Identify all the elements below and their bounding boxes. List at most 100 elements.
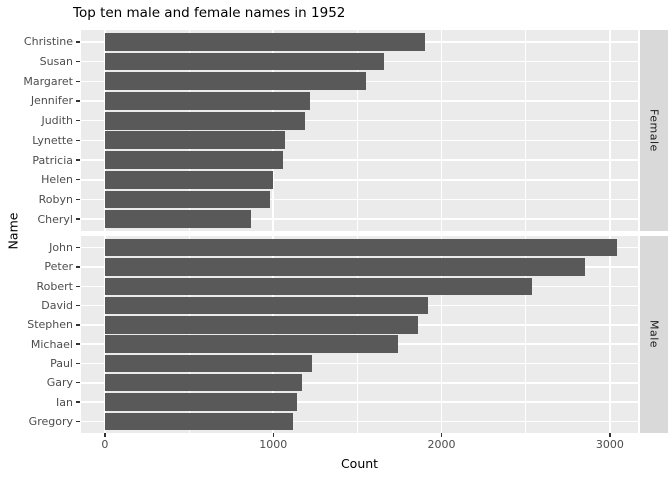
chart-title: Top ten male and female names in 1952 <box>73 5 346 21</box>
y-tick-mark <box>76 41 80 43</box>
y-tick-mark <box>76 100 80 102</box>
y-tick-mark <box>76 343 80 345</box>
y-axis-labels: Christine Susan Margaret Jennifer Judith Lyne… <box>0 30 81 231</box>
bar <box>104 354 312 373</box>
gridline-minor-v <box>525 236 527 433</box>
y-label-row: Stephen <box>0 315 81 334</box>
facet-strip-label: Female <box>647 109 661 152</box>
y-label-row: Susan <box>0 52 81 72</box>
bar <box>104 277 533 295</box>
gridline-major-v <box>609 30 611 231</box>
y-tick-mark <box>76 139 80 142</box>
y-label-row: Paul <box>0 354 81 373</box>
bar <box>104 32 425 51</box>
gridline-major-h <box>81 382 638 384</box>
facet-panel <box>81 236 638 433</box>
bar <box>104 190 270 209</box>
bar <box>104 52 385 71</box>
y-tick-label: Jennifer <box>30 94 73 108</box>
facet-female: Christine Susan Margaret Jennifer Judith Lyne… <box>0 30 668 231</box>
bar <box>104 170 274 189</box>
gridline-major-h <box>81 119 638 122</box>
gridline-minor-v <box>188 236 190 433</box>
bar <box>104 316 418 334</box>
y-tick-label: Judith <box>41 114 73 128</box>
gridline-major-v <box>272 236 274 433</box>
y-tick-label: Cheryl <box>37 212 73 226</box>
y-tick-mark <box>76 382 80 384</box>
gridline-minor-v <box>188 30 190 231</box>
x-tick-label: 2000 <box>427 438 456 451</box>
y-label-row: Jennifer <box>0 91 81 111</box>
x-tick-mark <box>104 433 106 437</box>
gridline-major-v <box>104 30 106 231</box>
gridline-major-h <box>81 139 638 142</box>
y-label-row: Peter <box>0 257 81 276</box>
bar <box>104 238 617 257</box>
gridline-major-v <box>609 236 611 433</box>
gridline-major-h <box>81 159 638 161</box>
y-label-row: Judith <box>0 111 81 131</box>
y-label-row: Robyn <box>0 190 81 210</box>
gridline-major-v <box>104 236 106 433</box>
x-tick-mark <box>272 433 274 437</box>
y-label-row: Gary <box>0 373 81 392</box>
facet-strip: Male <box>640 236 668 433</box>
y-label-row: Cheryl <box>0 209 81 229</box>
y-tick-label: Robyn <box>38 192 73 206</box>
bar <box>104 412 294 431</box>
y-tick-mark <box>76 266 80 268</box>
y-tick-mark <box>76 420 80 423</box>
gridline-minor-v <box>356 30 358 231</box>
y-tick-label: Peter <box>44 260 73 274</box>
y-tick-label: Michael <box>30 337 73 351</box>
y-tick-label: John <box>49 241 73 255</box>
x-tick-mark <box>440 433 443 437</box>
bar <box>104 131 285 150</box>
y-tick-mark <box>76 159 80 161</box>
gridline-major-h <box>81 401 638 403</box>
bar <box>104 335 398 353</box>
bar <box>104 72 366 91</box>
bar <box>104 92 311 110</box>
y-tick-label: Christine <box>23 35 73 49</box>
y-tick-mark <box>76 119 80 122</box>
y-tick-mark <box>76 246 80 249</box>
bar <box>104 258 585 276</box>
y-tick-mark <box>76 304 80 307</box>
x-tick-label: 3000 <box>595 438 624 451</box>
facet-strip: Female <box>640 30 668 231</box>
y-label-row: Margaret <box>0 71 81 91</box>
y-axis-labels: John Peter Robert David Stephen Michael Paul Ga… <box>0 236 81 433</box>
y-tick-label: Susan <box>39 55 73 69</box>
y-tick-label: Lynette <box>32 133 73 147</box>
y-tick-label: Gary <box>46 376 73 390</box>
y-tick-label: Helen <box>41 173 73 187</box>
bar <box>104 374 302 392</box>
y-tick-label: Stephen <box>27 318 73 332</box>
bar <box>104 151 284 169</box>
y-tick-mark <box>76 80 80 82</box>
y-label-row: Michael <box>0 335 81 354</box>
gridline-major-h <box>81 198 638 201</box>
y-label-row: John <box>0 238 81 257</box>
bar <box>104 296 429 315</box>
y-tick-mark <box>76 179 80 181</box>
gridline-major-v <box>440 30 443 231</box>
gridline-minor-v <box>356 236 358 433</box>
y-label-row: David <box>0 296 81 315</box>
x-tick-label: 1000 <box>259 438 288 451</box>
y-tick-label: Paul <box>50 356 73 370</box>
y-tick-label: Ian <box>56 395 73 409</box>
y-tick-mark <box>76 218 80 220</box>
gridline-major-h <box>81 218 638 220</box>
y-label-row: Patricia <box>0 150 81 170</box>
y-label-row: Ian <box>0 392 81 411</box>
facet-strip-label: Male <box>647 320 661 349</box>
y-tick-label: Margaret <box>23 74 73 88</box>
gridline-major-v <box>272 30 274 231</box>
y-label-row: Helen <box>0 170 81 190</box>
gridline-minor-v <box>525 30 527 231</box>
gridline-major-h <box>81 362 638 365</box>
